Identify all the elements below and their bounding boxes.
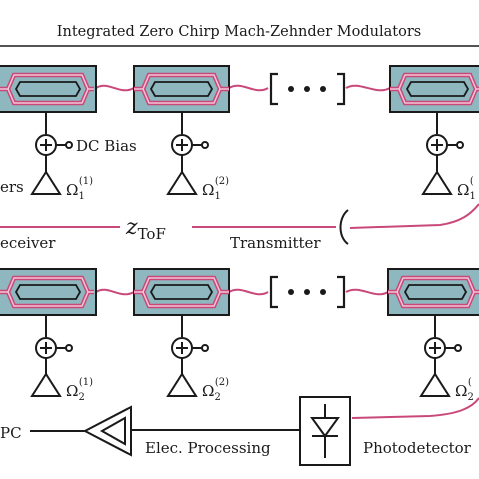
waveguide-link <box>345 84 391 92</box>
ellipsis-bracket <box>269 275 346 309</box>
transmitter-lens <box>339 209 349 245</box>
drive-label-2-1: Ω2(1) <box>66 377 93 403</box>
fiber-to-photodetector <box>351 397 479 419</box>
modulator <box>387 268 479 316</box>
detection-chain: Photodetector Elec. Processing PC <box>0 396 479 466</box>
tof-label: zToF <box>125 215 166 243</box>
fiber-return <box>349 203 479 229</box>
diagram-title: Integrated Zero Chirp Mach-Zehnder Modul… <box>57 24 421 40</box>
waveguide-link <box>0 84 135 92</box>
driver-2-2 <box>166 315 209 397</box>
tof-link: zToF Transmitter eceiver <box>0 203 479 252</box>
modulator <box>133 65 230 113</box>
ellipsis-bracket <box>269 72 346 106</box>
photodetector <box>299 396 351 466</box>
modulator <box>0 65 97 113</box>
drive-label-1-3: Ω1( <box>457 176 476 202</box>
drive-label-2-2: Ω2(2) <box>202 377 229 403</box>
modulator <box>0 268 97 316</box>
waveguide-link <box>345 288 389 296</box>
waveguide-link <box>228 84 269 92</box>
driver-2-3 <box>419 315 462 397</box>
dc-bias-label: DC Bias <box>76 137 137 155</box>
driver-1-3 <box>421 112 464 195</box>
drive-label-1-2: Ω1(2) <box>202 176 229 202</box>
modulator <box>389 65 479 113</box>
adc-label: PC <box>0 424 22 442</box>
elec-processing-label: Elec. Processing <box>145 439 271 457</box>
modulator-row-2: Ω2(1) Ω2(2) Ω2( <box>0 268 479 403</box>
waveguide-link <box>95 288 135 296</box>
driver-1-2 <box>166 112 209 195</box>
modulator-row-1: DC Bias ers Ω1(1) Ω1(2) Ω1( <box>0 65 479 202</box>
amplifiers-label: ers <box>0 178 24 196</box>
transmitter-label: Transmitter <box>230 234 321 252</box>
drive-label-1-1: Ω1(1) <box>66 176 93 202</box>
waveguide-link <box>228 288 269 296</box>
processing-amplifier <box>82 405 132 457</box>
driver-1-1 <box>30 112 73 195</box>
drive-label-2-3: Ω2( <box>455 377 474 403</box>
photodetector-label: Photodetector <box>363 439 472 457</box>
receiver-label: eceiver <box>0 234 56 252</box>
modulator <box>133 268 230 316</box>
driver-2-1 <box>30 315 73 397</box>
